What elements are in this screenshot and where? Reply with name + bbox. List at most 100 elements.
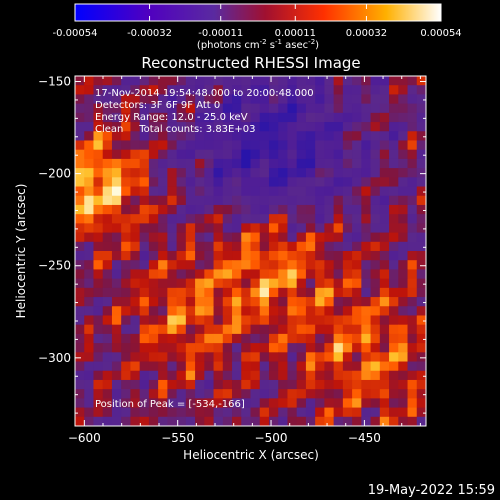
heatmap-cell: [121, 241, 131, 252]
heatmap-cell: [121, 416, 131, 427]
heatmap-cell: [75, 195, 85, 206]
heatmap-cell: [305, 297, 316, 307]
heatmap-cell: [398, 315, 408, 326]
heatmap-cell: [352, 140, 362, 151]
heatmap-cell: [379, 103, 390, 114]
heatmap-cell: [204, 379, 214, 390]
heatmap-cell: [315, 186, 325, 197]
heatmap-cell: [324, 324, 335, 335]
heatmap-cell: [305, 204, 316, 215]
heatmap-cell: [407, 186, 418, 197]
heatmap-cell: [268, 140, 279, 151]
heatmap-cell: [241, 140, 251, 151]
heatmap-cell: [352, 131, 362, 141]
colorbar-unit-label: (photons cm-2 s-1 asec-2): [197, 38, 319, 51]
heatmap-cell: [361, 103, 371, 114]
heatmap-cell: [93, 149, 104, 160]
heatmap-cell: [259, 416, 270, 427]
heatmap-cell: [379, 315, 390, 326]
heatmap-cell: [315, 398, 325, 408]
heatmap-cell: [361, 204, 371, 215]
heatmap-cell: [185, 149, 196, 160]
heatmap-cell: [268, 204, 279, 215]
heatmap-cell: [167, 232, 178, 243]
heatmap-cell: [268, 379, 279, 390]
heatmap-cell: [222, 76, 233, 86]
heatmap-cell: [352, 94, 362, 105]
heatmap-cell: [139, 297, 150, 307]
heatmap-cell: [389, 297, 399, 307]
heatmap-cell: [241, 361, 251, 372]
heatmap-cell: [352, 85, 362, 95]
heatmap-cell: [389, 306, 399, 316]
heatmap-cell: [93, 214, 104, 224]
heatmap-cell: [195, 306, 205, 316]
heatmap-cell: [407, 131, 418, 141]
heatmap-cell: [296, 112, 307, 123]
heatmap-cell: [232, 389, 242, 399]
heatmap-cell: [185, 204, 196, 215]
heatmap-cell: [148, 398, 159, 408]
heatmap-cell: [296, 306, 307, 316]
heatmap-cell: [352, 389, 362, 399]
heatmap-cell: [241, 416, 251, 427]
heatmap-cell: [111, 103, 122, 114]
heatmap-cell: [158, 149, 168, 160]
heatmap-cell: [195, 333, 205, 344]
heatmap-cell: [176, 416, 187, 427]
heatmap-cell: [333, 416, 344, 427]
heatmap-cell: [379, 149, 390, 160]
heatmap-cell: [185, 85, 196, 95]
heatmap-cell: [324, 398, 335, 408]
heatmap-cell: [268, 241, 279, 252]
heatmap-cell: [259, 379, 270, 390]
heatmap-cell: [213, 297, 224, 307]
heatmap-cell: [342, 333, 353, 344]
chart-title: Reconstructed RHESSI Image: [141, 54, 360, 72]
heatmap-cell: [333, 85, 344, 95]
heatmap-cell: [241, 85, 251, 95]
heatmap-cell: [333, 103, 344, 114]
heatmap-cell: [111, 379, 122, 390]
heatmap-cell: [93, 251, 104, 261]
heatmap-cell: [278, 168, 288, 178]
heatmap-cell: [148, 241, 159, 252]
heatmap-cell: [268, 149, 279, 160]
heatmap-cell: [130, 315, 141, 326]
heatmap-cell: [370, 186, 381, 197]
heatmap-cell: [222, 370, 233, 381]
heatmap-cell: [121, 94, 131, 105]
heatmap-cell: [75, 324, 85, 335]
heatmap-cell: [342, 85, 353, 95]
heatmap-cell: [315, 131, 325, 141]
heatmap-cell: [287, 158, 298, 169]
heatmap-cell: [213, 168, 224, 178]
heatmap-cell: [176, 214, 187, 224]
heatmap-cell: [268, 269, 279, 280]
heatmap-cell: [75, 389, 85, 399]
heatmap-cell: [148, 131, 159, 141]
heatmap-cell: [204, 158, 214, 169]
heatmap-cell: [259, 223, 270, 233]
heatmap-cell: [361, 343, 371, 353]
heatmap-cell: [111, 287, 122, 298]
heatmap-cell: [121, 260, 131, 270]
heatmap-cell: [259, 112, 270, 123]
heatmap-cell: [305, 140, 316, 151]
heatmap-cell: [130, 186, 141, 197]
heatmap-cell: [93, 177, 104, 187]
heatmap-cell: [167, 94, 178, 105]
heatmap-cell: [361, 361, 371, 372]
heatmap-cell: [232, 416, 242, 427]
heatmap-cell: [195, 214, 205, 224]
heatmap-cell: [278, 370, 288, 381]
heatmap-cell: [259, 361, 270, 372]
heatmap-cell: [278, 297, 288, 307]
heatmap-cell: [176, 379, 187, 390]
heatmap-cell: [130, 287, 141, 298]
heatmap-cell: [148, 407, 159, 418]
heatmap-cell: [259, 149, 270, 160]
heatmap-cell: [139, 131, 150, 141]
annotation-clean: Clean Total counts: 3.83E+03: [95, 124, 255, 135]
heatmap-cell: [389, 122, 399, 132]
